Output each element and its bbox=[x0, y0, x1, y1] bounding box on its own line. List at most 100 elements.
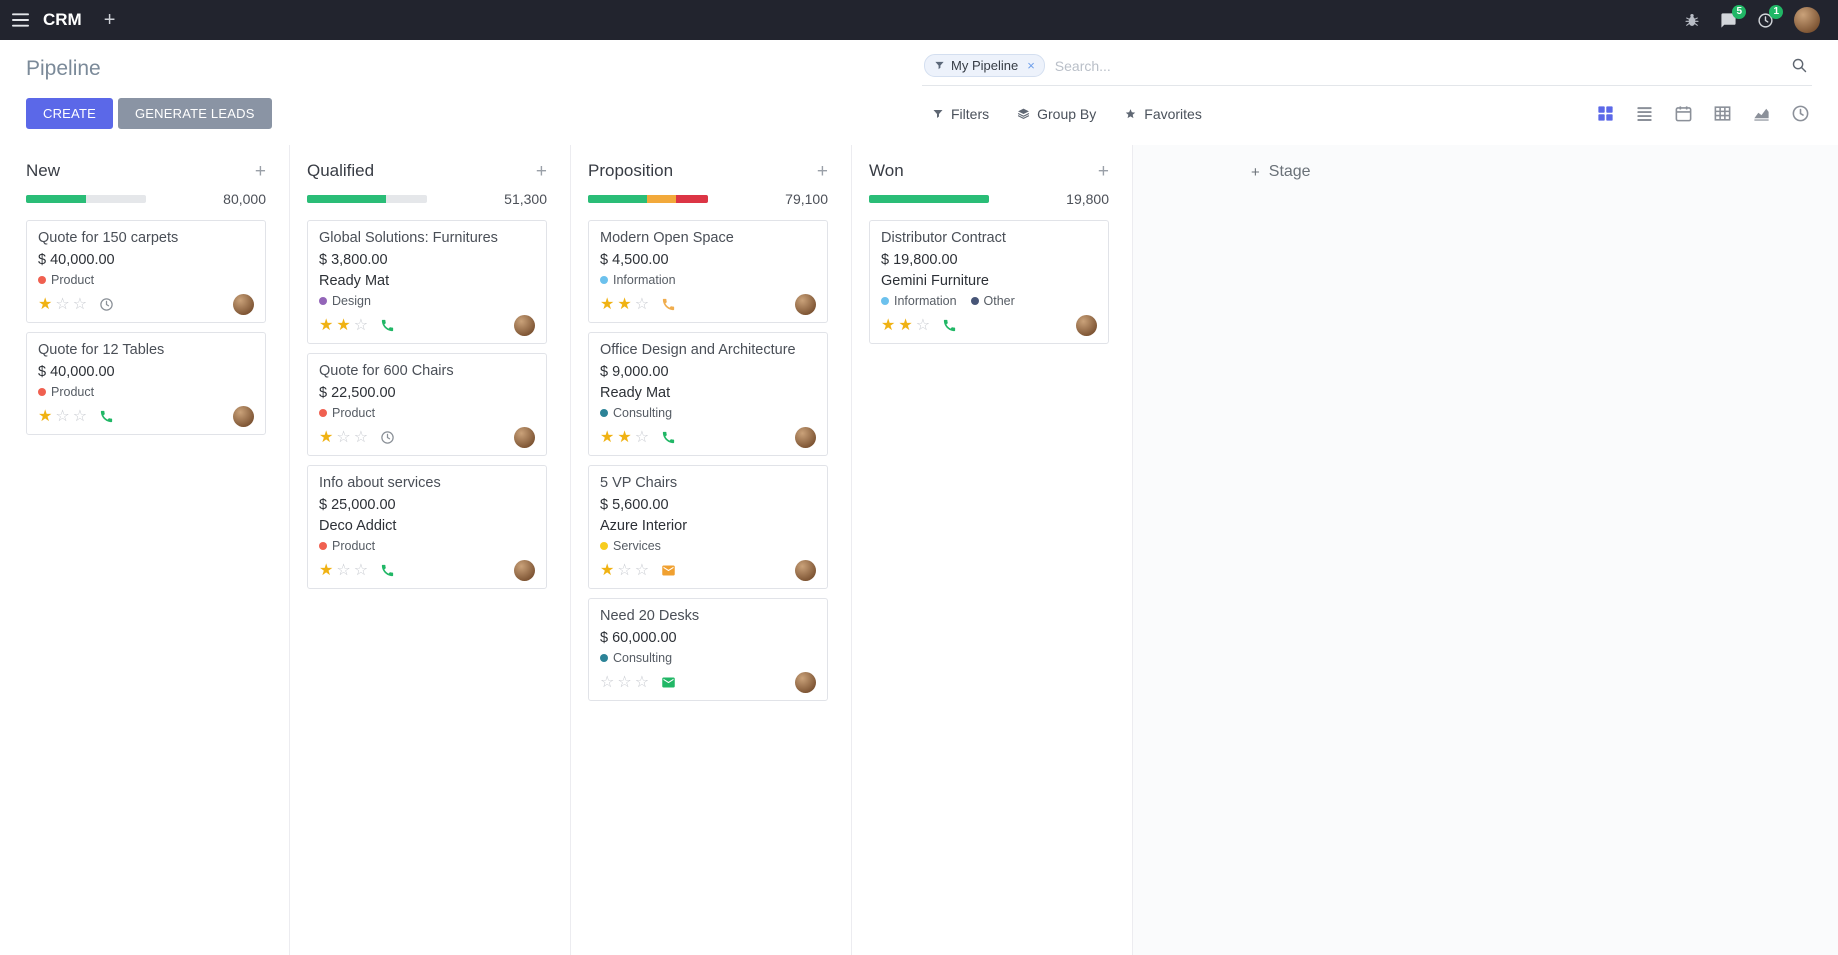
priority-star-icon[interactable]: ☆ bbox=[617, 561, 632, 579]
priority-star-icon[interactable]: ★ bbox=[38, 295, 53, 313]
priority-star-icon[interactable]: ☆ bbox=[72, 407, 88, 425]
column-title[interactable]: Qualified bbox=[307, 161, 375, 180]
kanban-card[interactable]: Quote for 600 Chairs $ 22,500.00 Product ★ ☆… bbox=[307, 353, 547, 456]
priority-star-icon[interactable]: ★ bbox=[38, 407, 53, 425]
search-input[interactable] bbox=[1054, 57, 1781, 74]
card-tag[interactable]: Design bbox=[319, 294, 371, 308]
priority-star-icon[interactable]: ☆ bbox=[353, 561, 369, 579]
activity-envelope-icon[interactable] bbox=[661, 563, 676, 578]
kanban-card[interactable]: Office Design and Architecture $ 9,000.00… bbox=[588, 332, 828, 456]
column-quick-create-icon[interactable]: + bbox=[535, 160, 547, 182]
card-tag[interactable]: Services bbox=[600, 539, 661, 553]
card-tag[interactable]: Product bbox=[319, 539, 375, 553]
kanban-view-button[interactable] bbox=[1594, 102, 1617, 125]
priority-star-icon[interactable]: ★ bbox=[319, 561, 334, 579]
activity-phone-icon[interactable] bbox=[942, 318, 957, 333]
activity-phone-icon[interactable] bbox=[99, 409, 114, 424]
priority-star-icon[interactable]: ★ bbox=[336, 316, 351, 334]
list-view-button[interactable] bbox=[1633, 102, 1656, 125]
activity-clock-icon[interactable] bbox=[99, 297, 114, 312]
priority-star-icon[interactable]: ★ bbox=[617, 428, 632, 446]
column-progressbar[interactable] bbox=[869, 195, 989, 203]
search-facet-my-pipeline[interactable]: My Pipeline × bbox=[924, 54, 1045, 77]
priority-star-icon[interactable]: ☆ bbox=[336, 561, 351, 579]
favorites-button[interactable]: Favorites bbox=[1124, 106, 1202, 122]
priority-star-icon[interactable]: ☆ bbox=[617, 673, 632, 691]
priority-star-icon[interactable]: ☆ bbox=[72, 295, 88, 313]
search-icon[interactable] bbox=[1791, 57, 1808, 74]
priority-star-icon[interactable]: ☆ bbox=[634, 561, 650, 579]
add-stage-button[interactable]: + Stage bbox=[1251, 163, 1311, 181]
kanban-card[interactable]: Global Solutions: Furnitures $ 3,800.00 Re… bbox=[307, 220, 547, 344]
activity-clock-icon[interactable] bbox=[380, 430, 395, 445]
column-quick-create-icon[interactable]: + bbox=[816, 160, 828, 182]
priority-star-icon[interactable]: ☆ bbox=[634, 673, 650, 691]
debug-bug-icon[interactable] bbox=[1684, 12, 1700, 28]
calendar-view-button[interactable] bbox=[1672, 102, 1695, 125]
card-tag[interactable]: Consulting bbox=[600, 406, 672, 420]
priority-star-icon[interactable]: ☆ bbox=[353, 316, 369, 334]
priority-star-icon[interactable]: ★ bbox=[617, 295, 632, 313]
priority-star-icon[interactable]: ★ bbox=[319, 316, 334, 334]
app-name[interactable]: CRM bbox=[43, 10, 82, 29]
graph-view-button[interactable] bbox=[1750, 102, 1773, 125]
group-by-button[interactable]: Group By bbox=[1017, 106, 1096, 122]
priority-star-icon[interactable]: ★ bbox=[319, 428, 334, 446]
column-progressbar[interactable] bbox=[26, 195, 146, 203]
priority-star-icon[interactable]: ★ bbox=[898, 316, 913, 334]
column-quick-create-icon[interactable]: + bbox=[254, 160, 266, 182]
apps-menu-icon[interactable] bbox=[12, 13, 29, 27]
card-tags: Consulting bbox=[600, 651, 816, 665]
card-tags: Product bbox=[319, 406, 535, 420]
kanban-card[interactable]: Modern Open Space $ 4,500.00 Information ★ ★… bbox=[588, 220, 828, 323]
kanban-card[interactable]: Quote for 150 carpets $ 40,000.00 Product ★… bbox=[26, 220, 266, 323]
activity-view-button[interactable] bbox=[1789, 102, 1812, 125]
priority-star-icon[interactable]: ☆ bbox=[55, 407, 70, 425]
card-tag[interactable]: Information bbox=[600, 273, 676, 287]
card-tag[interactable]: Product bbox=[319, 406, 375, 420]
filters-button[interactable]: Filters bbox=[932, 106, 989, 122]
kanban-card[interactable]: 5 VP Chairs $ 5,600.00 Azure Interior Servi… bbox=[588, 465, 828, 589]
column-title[interactable]: Proposition bbox=[588, 161, 674, 180]
pivot-view-button[interactable] bbox=[1711, 102, 1734, 125]
priority-star-icon[interactable]: ★ bbox=[600, 295, 615, 313]
priority-star-icon[interactable]: ★ bbox=[600, 428, 615, 446]
column-quick-create-icon[interactable]: + bbox=[1097, 160, 1109, 182]
generate-leads-button[interactable]: GENERATE LEADS bbox=[117, 98, 272, 129]
priority-star-icon[interactable]: ☆ bbox=[55, 295, 70, 313]
create-button[interactable]: CREATE bbox=[26, 98, 113, 129]
priority-star-icon[interactable]: ★ bbox=[600, 561, 615, 579]
card-tag[interactable]: Consulting bbox=[600, 651, 672, 665]
kanban-column-proposition: Proposition +79,100 Modern Open Space $ 4,5… bbox=[571, 145, 852, 955]
card-tag[interactable]: Product bbox=[38, 385, 94, 399]
activity-phone-icon[interactable] bbox=[380, 563, 395, 578]
kanban-card[interactable]: Info about services $ 25,000.00 Deco Addic… bbox=[307, 465, 547, 589]
card-tag[interactable]: Information bbox=[881, 294, 957, 308]
activity-phone-icon[interactable] bbox=[380, 318, 395, 333]
user-avatar[interactable] bbox=[1794, 7, 1820, 33]
activity-phone-icon[interactable] bbox=[661, 430, 676, 445]
kanban-card[interactable]: Distributor Contract $ 19,800.00 Gemini Fu… bbox=[869, 220, 1109, 344]
column-title[interactable]: New bbox=[26, 161, 61, 180]
card-tag[interactable]: Other bbox=[970, 294, 1015, 308]
kanban-card[interactable]: Need 20 Desks $ 60,000.00 Consulting ☆ ☆ ☆ bbox=[588, 598, 828, 701]
priority-star-icon[interactable]: ☆ bbox=[915, 316, 931, 334]
priority-star-icon[interactable]: ☆ bbox=[353, 428, 369, 446]
column-progressbar[interactable] bbox=[588, 195, 708, 203]
card-tag[interactable]: Product bbox=[38, 273, 94, 287]
messages-icon[interactable]: 5 bbox=[1720, 4, 1746, 29]
activity-phone-icon[interactable] bbox=[661, 297, 676, 312]
priority-star-icon[interactable]: ☆ bbox=[634, 295, 650, 313]
priority-star-icon[interactable]: ★ bbox=[881, 316, 896, 334]
column-title[interactable]: Won bbox=[869, 161, 904, 180]
priority-star-icon[interactable]: ☆ bbox=[634, 428, 650, 446]
priority-star-icon[interactable]: ☆ bbox=[600, 673, 615, 691]
facet-remove-icon[interactable]: × bbox=[1027, 58, 1035, 73]
salesperson-avatar bbox=[795, 294, 816, 315]
activities-clock-icon[interactable]: 1 bbox=[1757, 4, 1783, 29]
kanban-card[interactable]: Quote for 12 Tables $ 40,000.00 Product ★ ☆ ☆ bbox=[26, 332, 266, 435]
priority-star-icon[interactable]: ☆ bbox=[336, 428, 351, 446]
add-menu-icon[interactable]: + bbox=[103, 9, 116, 31]
activity-envelope-icon[interactable] bbox=[661, 675, 676, 690]
column-progressbar[interactable] bbox=[307, 195, 427, 203]
